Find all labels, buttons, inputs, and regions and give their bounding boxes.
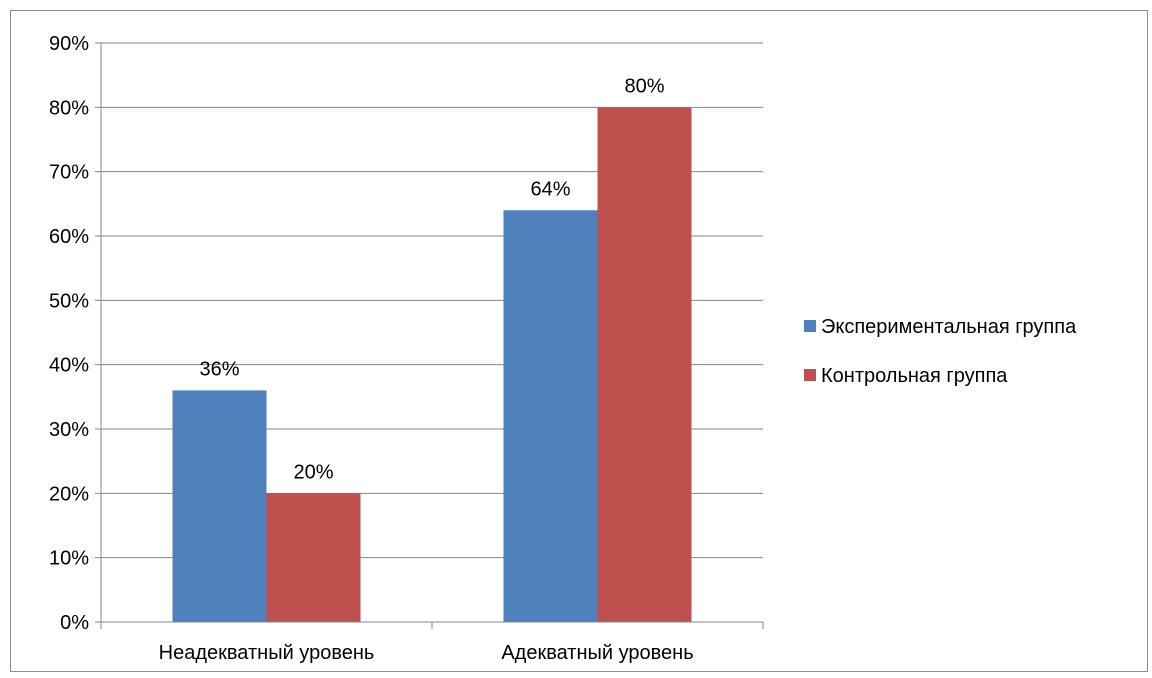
legend-swatch <box>804 320 816 332</box>
y-tick-label: 60% <box>49 226 89 248</box>
y-tick-label: 10% <box>49 548 89 570</box>
legend-label: Экспериментальная группа <box>821 316 1077 338</box>
axes: 0% 10% 20% 30% 40% 50% 60% 70% 80% 90% Неадекватны… <box>49 33 764 664</box>
y-tick-label: 0% <box>60 612 89 634</box>
y-tick-label: 80% <box>49 97 89 119</box>
data-label: 20% <box>293 461 333 483</box>
bar <box>503 210 598 622</box>
legend: Экспериментальная группа Контрольная груп… <box>804 316 1077 387</box>
data-label: 64% <box>530 178 570 200</box>
data-label: 80% <box>624 75 664 97</box>
legend-swatch <box>804 369 816 381</box>
data-label: 36% <box>199 358 239 380</box>
chart-frame: 0% 10% 20% 30% 40% 50% 60% 70% 80% 90% Неадекватны… <box>10 10 1148 672</box>
bars <box>172 107 692 623</box>
x-tick-label: Неадекватный уровень <box>159 642 375 664</box>
legend-label: Контрольная группа <box>821 365 1008 387</box>
y-tick-label: 30% <box>49 419 89 441</box>
y-tick-label: 20% <box>49 483 89 505</box>
y-tick-label: 40% <box>49 355 89 377</box>
y-tick-label: 70% <box>49 162 89 184</box>
bar-chart: 0% 10% 20% 30% 40% 50% 60% 70% 80% 90% Неадекватны… <box>49 33 1077 664</box>
bar <box>172 390 267 622</box>
x-tick-label: Адекватный уровень <box>501 642 693 664</box>
data-labels: 36% 20% 64% 80% <box>199 75 664 483</box>
bar <box>597 107 692 623</box>
y-tick-label: 90% <box>49 33 89 55</box>
y-tick-label: 50% <box>49 290 89 312</box>
bar <box>266 493 361 622</box>
